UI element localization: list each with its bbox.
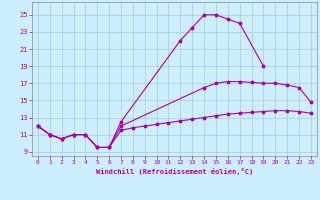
X-axis label: Windchill (Refroidissement éolien,°C): Windchill (Refroidissement éolien,°C) xyxy=(96,168,253,175)
